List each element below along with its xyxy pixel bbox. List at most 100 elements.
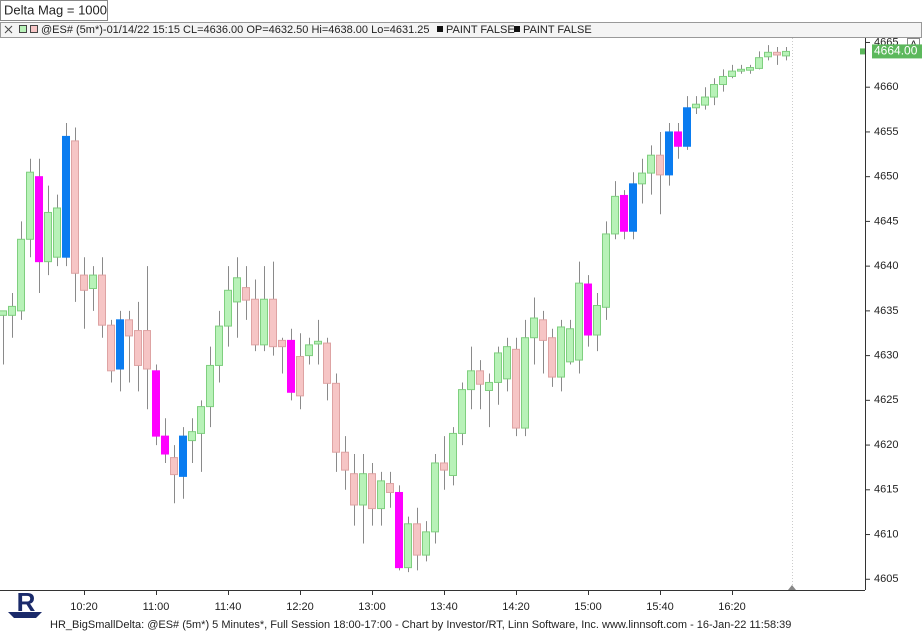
candle-body: [503, 346, 511, 380]
candle-body: [782, 50, 790, 57]
y-tick-label: 4620: [874, 439, 898, 451]
footer: HR_BigSmallDelta: @ES# (5m*) 5 Minutes*,…: [50, 619, 791, 631]
candle-body: [773, 51, 781, 56]
legend-swatch: [30, 25, 38, 33]
candle-body: [764, 51, 772, 58]
candle-body: [251, 298, 259, 346]
candle-body: [746, 67, 754, 71]
candle-body: [656, 154, 664, 176]
candle-body: [692, 103, 700, 109]
y-tick-label: 4635: [874, 305, 898, 317]
x-tick-label: 15:00: [574, 601, 602, 613]
candle-body: [458, 389, 466, 434]
candle-body: [674, 131, 682, 147]
candle-body: [629, 183, 637, 232]
candle-body: [134, 330, 142, 366]
candle-body: [89, 274, 97, 290]
candle-body: [53, 207, 61, 258]
candle-body: [323, 342, 331, 384]
candle-body: [350, 473, 358, 506]
y-tick-label: 4650: [874, 171, 898, 183]
candle-body: [26, 171, 34, 240]
y-tick-label: 4615: [874, 484, 898, 496]
y-tick-label: 4655: [874, 126, 898, 138]
candle-body: [8, 305, 16, 316]
x-tick-label: 12:20: [286, 601, 314, 613]
candle-body: [395, 491, 403, 569]
x-tick-label: 16:20: [718, 601, 746, 613]
top-label-box: [0, 0, 108, 21]
time-marker: [788, 585, 796, 590]
candle-body: [287, 339, 295, 393]
candle-body: [638, 172, 646, 185]
candle-body: [98, 274, 106, 326]
candle-body: [152, 370, 160, 437]
candle-body: [521, 337, 529, 429]
candle-body: [431, 462, 439, 533]
candle-body: [359, 473, 367, 506]
paint-swatch: [437, 26, 443, 32]
candle-body: [62, 135, 70, 258]
y-tick-label: 4630: [874, 350, 898, 362]
legend-swatch: [19, 25, 27, 33]
candle-body: [710, 84, 718, 98]
y-tick-label: 4640: [874, 260, 898, 272]
candle-body: [404, 523, 412, 569]
candle-body: [224, 289, 232, 327]
candle-body: [143, 330, 151, 370]
candle-body: [701, 96, 709, 106]
logo-letter: R: [17, 587, 36, 617]
candle-body: [728, 70, 736, 77]
top-label: Delta Mag = 1000: [4, 2, 107, 17]
candle-body: [647, 154, 655, 174]
candle-body: [341, 451, 349, 471]
candle-body: [0, 310, 7, 316]
last-price-box: [872, 44, 922, 59]
candle-body: [161, 435, 169, 455]
candle-body: [566, 328, 574, 363]
candle-body: [755, 57, 763, 69]
y-tick-label: 4645: [874, 215, 898, 227]
candle-body: [620, 194, 628, 232]
candle-body: [476, 370, 484, 385]
candle-body: [242, 287, 250, 301]
candle-body: [683, 107, 691, 147]
candle-body: [80, 274, 88, 291]
last-price-marker: [860, 48, 865, 55]
candle-body: [539, 319, 547, 341]
candle-body: [593, 305, 601, 336]
candle-body: [125, 319, 133, 337]
y-tick-label: 4625: [874, 394, 898, 406]
x-tick-label: 13:40: [430, 601, 458, 613]
candle-body: [440, 462, 448, 471]
logo: R: [8, 587, 42, 618]
candle-body: [71, 140, 79, 274]
candle-body: [269, 298, 277, 348]
plot-area: [0, 45, 790, 573]
y-tick-label: 4605: [874, 573, 898, 585]
candle-body: [530, 317, 538, 339]
x-tick-label: 13:00: [358, 601, 386, 613]
candle-body: [494, 352, 502, 383]
last-price-label: 4664.00: [874, 44, 918, 58]
candle-body: [296, 355, 304, 397]
candle-body: [512, 348, 520, 429]
candle-body: [584, 283, 592, 336]
candle-body: [377, 480, 385, 510]
candle-body: [548, 337, 556, 378]
candle-body: [737, 68, 745, 72]
x-tick-label: 11:40: [215, 601, 242, 613]
paint-swatch: [514, 26, 520, 32]
candle-body: [314, 340, 322, 345]
candle-body: [386, 483, 394, 493]
candle-body: [413, 523, 421, 556]
candle-body: [260, 298, 268, 346]
candle-body: [665, 131, 673, 176]
y-tick-label: 4660: [874, 81, 898, 93]
close-icon[interactable]: [4, 25, 13, 34]
candle-body: [449, 432, 457, 476]
candle-body: [719, 75, 727, 86]
candle-body: [197, 406, 205, 434]
candle-body: [611, 195, 619, 235]
